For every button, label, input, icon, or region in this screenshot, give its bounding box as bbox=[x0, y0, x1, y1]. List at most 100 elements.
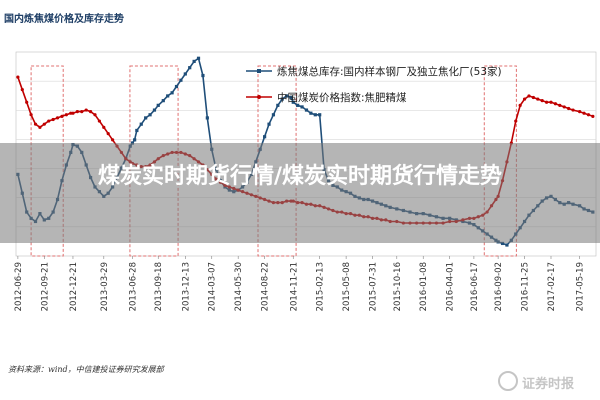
x-tick-label: 2015-02-13 bbox=[316, 262, 326, 311]
price-point bbox=[571, 108, 575, 112]
price-point bbox=[16, 75, 20, 79]
x-tick-label: 2016-01-08 bbox=[419, 262, 429, 311]
price-point bbox=[591, 114, 595, 118]
inventory-point bbox=[296, 103, 300, 107]
inventory-point bbox=[205, 116, 209, 120]
x-tick-label: 2013-06-28 bbox=[128, 262, 138, 311]
inventory-point bbox=[133, 138, 137, 142]
price-point bbox=[60, 114, 64, 118]
x-tick-label: 2013-12-13 bbox=[181, 262, 191, 311]
chart-header: 国内炼焦煤价格及库存走势 bbox=[0, 0, 600, 38]
price-point bbox=[84, 108, 88, 112]
price-point bbox=[544, 100, 549, 104]
inventory-point bbox=[192, 59, 196, 64]
inventory-point bbox=[271, 113, 276, 117]
price-point bbox=[69, 111, 73, 115]
inventory-point bbox=[135, 128, 139, 133]
watermark: 证券时报 bbox=[496, 370, 594, 394]
inventory-point bbox=[276, 103, 280, 107]
x-tick-label: 2017-05-19 bbox=[576, 262, 586, 311]
inventory-point bbox=[267, 122, 271, 126]
price-point bbox=[540, 99, 544, 103]
inventory-point bbox=[170, 91, 174, 95]
inventory-point bbox=[300, 105, 304, 109]
price-point bbox=[20, 88, 24, 92]
inventory-point bbox=[139, 122, 143, 126]
price-point bbox=[88, 110, 93, 114]
inventory-point bbox=[148, 113, 152, 117]
inventory-point bbox=[161, 99, 165, 103]
securities-times-logo-icon bbox=[498, 371, 518, 391]
inventory-point bbox=[313, 113, 317, 117]
price-point bbox=[97, 119, 101, 123]
price-point bbox=[531, 95, 535, 100]
legend-label: 中国煤炭价格指数:焦肥精煤 bbox=[277, 91, 407, 104]
inventory-point bbox=[263, 135, 267, 139]
x-tick-label: 2014-08-22 bbox=[261, 262, 271, 311]
inventory-point bbox=[166, 94, 170, 98]
price-point bbox=[71, 111, 75, 115]
price-point bbox=[102, 125, 106, 129]
inventory-point bbox=[500, 241, 505, 246]
title-banner: 煤炭实时期货行情/煤炭实时期货行情走势 bbox=[0, 143, 600, 243]
price-point bbox=[93, 113, 97, 117]
x-tick-label: 2015-05-08 bbox=[342, 262, 352, 311]
x-tick-label: 2014-05-30 bbox=[234, 262, 244, 311]
inventory-point bbox=[179, 78, 183, 82]
price-point bbox=[553, 102, 558, 106]
x-tick-label: 2015-10-16 bbox=[393, 262, 403, 311]
price-point bbox=[51, 117, 55, 122]
inventory-point bbox=[318, 113, 322, 117]
inventory-point bbox=[505, 243, 509, 247]
inventory-point bbox=[183, 72, 187, 76]
x-tick-label: 2014-11-21 bbox=[289, 262, 299, 311]
price-point bbox=[55, 116, 60, 120]
price-point bbox=[80, 110, 84, 114]
legend-label: 炼焦煤总库存:国内样本钢厂及独立焦化厂(53家) bbox=[277, 65, 502, 78]
price-point bbox=[514, 119, 518, 123]
inventory-point bbox=[174, 84, 179, 89]
x-tick-label: 2012-09-21 bbox=[40, 262, 50, 311]
price-point bbox=[567, 106, 571, 111]
x-tick-label: 2016-04-01 bbox=[446, 262, 456, 311]
x-tick-label: 2015-07-31 bbox=[369, 262, 379, 311]
inventory-point bbox=[280, 97, 284, 101]
source-note: 资料来源：wind，中信建投证券研究发展部 bbox=[8, 365, 164, 374]
inventory-point bbox=[156, 103, 160, 107]
price-point bbox=[558, 103, 562, 107]
price-point bbox=[522, 97, 527, 101]
x-tick-label: 2013-09-18 bbox=[154, 262, 164, 311]
price-point bbox=[42, 122, 46, 126]
x-tick-label: 2017-02-17 bbox=[547, 262, 557, 311]
inventory-point bbox=[309, 111, 313, 115]
price-point bbox=[38, 125, 42, 129]
price-point bbox=[562, 105, 566, 109]
x-tick-label: 2016-06-17 bbox=[470, 262, 480, 311]
x-tick-label: 2016-11-25 bbox=[521, 262, 531, 311]
watermark-text: 证券时报 bbox=[522, 377, 575, 392]
price-point bbox=[586, 113, 591, 117]
x-tick-label: 2016-09-02 bbox=[494, 262, 504, 311]
x-tick-label: 2013-03-29 bbox=[100, 262, 110, 311]
inventory-point bbox=[304, 108, 309, 112]
inventory-point bbox=[201, 73, 205, 78]
price-point bbox=[33, 122, 38, 126]
x-tick-label: 2014-03-07 bbox=[208, 262, 218, 311]
x-tick-label: 2012-06-29 bbox=[14, 262, 24, 311]
price-point bbox=[64, 113, 68, 117]
inventory-point bbox=[289, 95, 293, 100]
inventory-point bbox=[152, 108, 157, 112]
price-point bbox=[578, 110, 582, 114]
inventory-point bbox=[144, 116, 148, 120]
inventory-point bbox=[285, 94, 289, 98]
x-axis: 2012-06-29 2012-09-21 2012-12-21 2013-03-29… bbox=[14, 256, 586, 311]
price-point bbox=[549, 100, 553, 104]
legend-marker-square bbox=[257, 69, 261, 73]
chart-title: 国内炼焦煤价格及库存走势 bbox=[4, 14, 124, 25]
inventory-point bbox=[196, 56, 201, 60]
price-point bbox=[527, 94, 531, 98]
banner-title: 煤炭实时期货行情/煤炭实时期货行情走势 bbox=[97, 164, 503, 189]
inventory-point bbox=[291, 100, 295, 104]
price-point bbox=[75, 110, 79, 114]
price-point bbox=[47, 119, 51, 123]
